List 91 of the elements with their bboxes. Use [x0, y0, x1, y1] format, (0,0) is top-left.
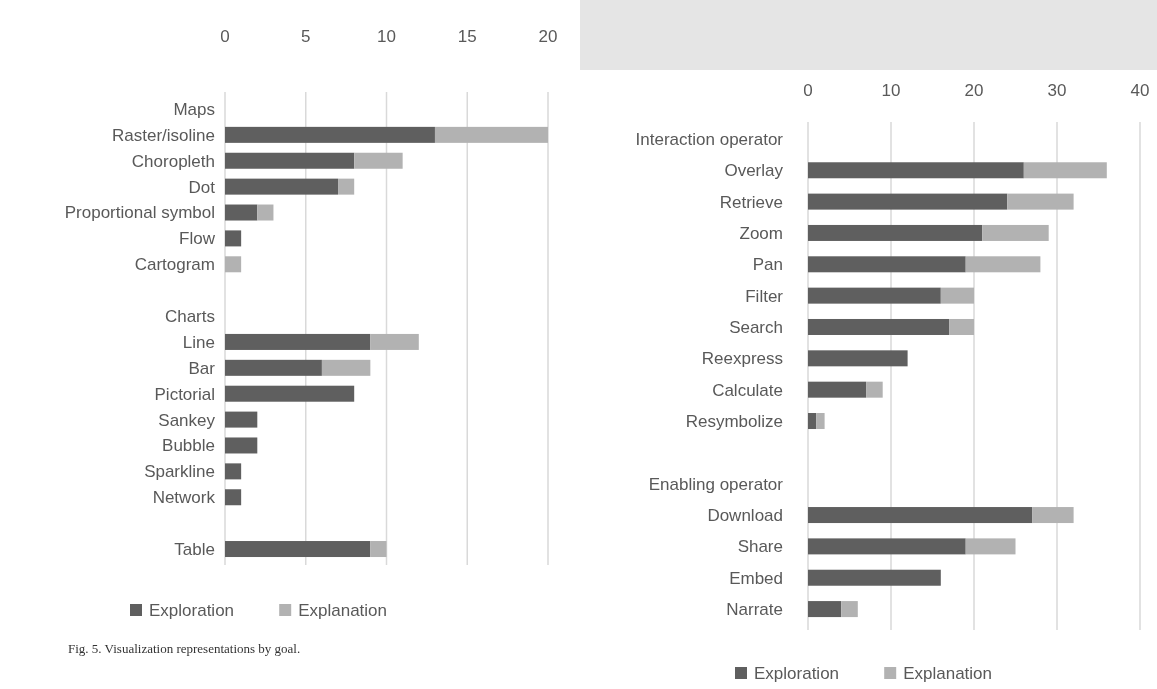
bar: [1023, 162, 1107, 179]
y-tick-label: Sankey: [158, 410, 216, 430]
bar: [808, 224, 983, 241]
y-tick-label: Charts: [164, 307, 215, 327]
y-tick-label: Calculate: [712, 380, 783, 400]
x-tick-label: 20: [538, 27, 558, 46]
y-tick-label: Download: [707, 505, 783, 525]
x-tick-label: 10: [377, 27, 396, 46]
bar: [982, 224, 1049, 241]
legend-label: Exploration: [754, 664, 840, 683]
y-tick-label: Maps: [173, 99, 215, 119]
bar: [225, 230, 242, 247]
y-tick-label: Sparkline: [144, 462, 215, 482]
caption: Fig. 5. Visualization representations by goal.: [68, 641, 301, 656]
x-tick-label: 0: [220, 27, 230, 46]
bar: [370, 541, 387, 558]
bar: [965, 538, 1016, 555]
y-tick-label: Overlay: [724, 161, 784, 181]
bar: [225, 541, 371, 558]
y-tick-label: Cartogram: [134, 255, 215, 275]
bar: [808, 350, 908, 367]
bar: [225, 256, 242, 273]
y-tick-label: Embed: [729, 568, 783, 588]
bar: [370, 333, 419, 350]
bar: [225, 333, 371, 350]
y-tick-label: Share: [737, 537, 783, 557]
y-tick-label: Pictorial: [154, 384, 215, 404]
bar: [225, 385, 355, 402]
y-tick-label: Search: [729, 317, 783, 337]
bar: [808, 193, 1008, 210]
bar: [434, 126, 548, 143]
bar: [225, 463, 242, 480]
bar: [354, 152, 403, 169]
y-tick-label: Filter: [745, 286, 784, 306]
x-tick-label: 0: [803, 81, 813, 100]
bar: [940, 287, 974, 304]
y-tick-label: Enabling operator: [648, 474, 784, 494]
y-tick-label: Resymbolize: [685, 411, 783, 431]
bar: [808, 601, 842, 618]
y-tick-label: Pan: [752, 255, 783, 275]
x-tick-label: 5: [301, 27, 311, 46]
bar: [225, 359, 322, 376]
y-tick-label: Raster/isoline: [112, 125, 215, 145]
y-tick-label: Network: [152, 488, 216, 508]
y-tick-label: Line: [182, 332, 215, 352]
legend-label: Explanation: [903, 664, 993, 683]
bar: [808, 413, 817, 430]
bar: [808, 381, 867, 398]
x-tick-label: 10: [881, 81, 901, 100]
bar: [808, 256, 966, 273]
legend-label: Explanation: [298, 601, 388, 620]
x-tick-label: 15: [457, 27, 477, 46]
bar: [965, 256, 1041, 273]
bar: [808, 318, 950, 335]
bar: [225, 204, 258, 221]
y-tick-label: Flow: [179, 229, 216, 249]
y-tick-label: Bar: [188, 358, 216, 378]
x-tick-label: 40: [1130, 81, 1150, 100]
bar: [257, 204, 274, 221]
y-tick-label: Zoom: [739, 223, 783, 243]
x-tick-label: 20: [964, 81, 984, 100]
bar: [225, 489, 242, 506]
y-tick-label: Retrieve: [719, 192, 783, 212]
bar: [808, 287, 941, 304]
y-tick-label: Reexpress: [701, 349, 783, 369]
bar: [1007, 193, 1074, 210]
bar: [808, 538, 966, 555]
y-tick-label: Interaction operator: [635, 129, 784, 149]
bar: [225, 126, 435, 143]
y-tick-label: Proportional symbol: [64, 203, 215, 223]
bar: [225, 437, 258, 454]
y-tick-label: Table: [174, 539, 215, 559]
bar: [816, 413, 825, 430]
bar: [808, 162, 1024, 179]
bar: [321, 359, 371, 376]
bar: [841, 601, 858, 618]
bar: [808, 507, 1033, 524]
bar: [225, 178, 339, 195]
bar: [808, 569, 941, 586]
bar: [866, 381, 883, 398]
bar: [225, 411, 258, 428]
y-tick-label: Bubble: [162, 436, 215, 456]
x-tick-label: 30: [1047, 81, 1067, 100]
bar: [949, 318, 974, 335]
legend-label: Exploration: [149, 601, 235, 620]
y-tick-label: Narrate: [726, 600, 783, 620]
y-tick-label: Dot: [188, 177, 216, 197]
bar: [1032, 507, 1074, 524]
bar: [225, 152, 355, 169]
bar: [338, 178, 355, 195]
y-tick-label: Choropleth: [131, 151, 215, 171]
